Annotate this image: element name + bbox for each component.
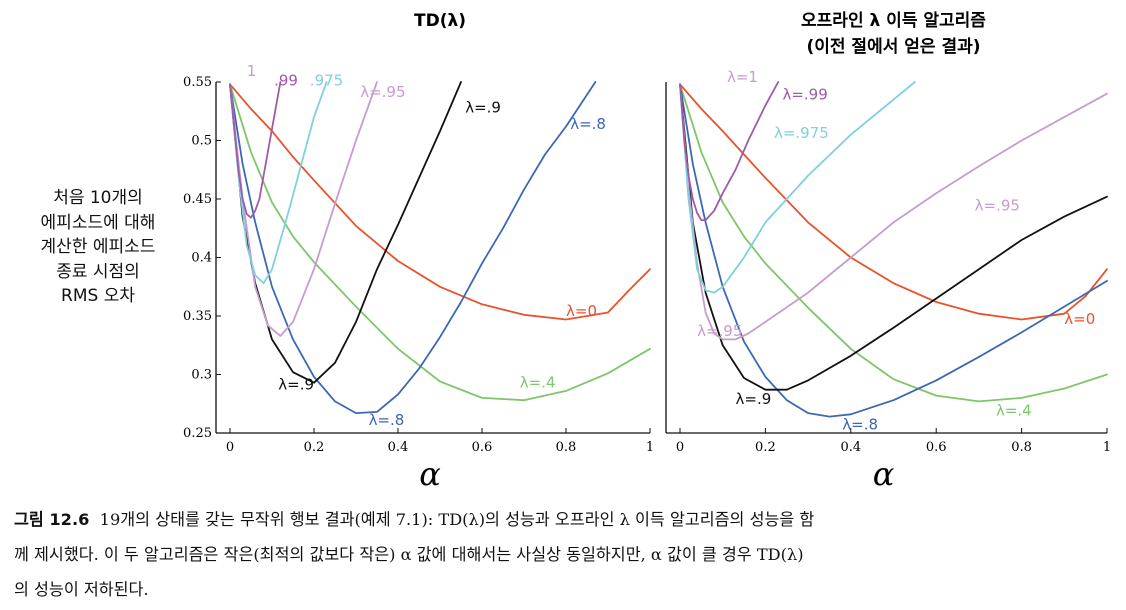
- series-line: [679, 83, 1108, 321]
- x-tick-label: 0.8: [1011, 440, 1032, 455]
- series-label: .975: [310, 72, 343, 90]
- series-label: λ=.975: [774, 124, 829, 142]
- series-label: λ=.9: [278, 376, 314, 394]
- figure-number: 그림 12.6: [14, 510, 90, 529]
- series-label: λ=.9: [736, 390, 772, 408]
- x-tick-label: 0.8: [556, 440, 577, 455]
- y-tick-label: 0.5: [191, 134, 212, 149]
- series-line: [229, 83, 651, 402]
- panel-offline-lambda-return: 0 0.2 0.4 0.6 0.8 1 α 오프라인 λ 이득 알고리즘 (이전 절에서 얻은 …: [665, 11, 1111, 493]
- y-tick-label: 0.35: [183, 309, 212, 324]
- series-label: λ=1: [727, 68, 758, 86]
- x-tick-label: 0.4: [388, 440, 409, 455]
- x-axis-label: α: [419, 455, 441, 493]
- chart-title: 오프라인 λ 이득 알고리즘: [801, 11, 986, 31]
- caption-line-3: 의 성능이 저하된다.: [14, 580, 149, 599]
- y-axis-label-line: 처음 10개의: [53, 188, 143, 208]
- x-tick-label: 0.6: [926, 440, 947, 455]
- series-label: λ=.8: [570, 115, 606, 133]
- x-tick-label: 0.2: [755, 440, 776, 455]
- series-line: [229, 81, 378, 337]
- series-line: [679, 83, 1108, 403]
- caption-line-2: 께 제시했다. 이 두 알고리즘은 작은(최적의 값보다 작은) α 값에 대해…: [14, 545, 804, 564]
- series-label: λ=.4: [520, 373, 556, 391]
- series-label: λ=.8: [842, 415, 878, 433]
- caption-line-1: 그림 12.6 19개의 상태를 갖는 무작위 행보 결과(예제 7.1): T…: [14, 502, 1114, 537]
- x-axis-label: α: [873, 455, 895, 493]
- series-lines: [679, 81, 1108, 418]
- y-tick-label: 0.45: [183, 192, 212, 207]
- series-line: [679, 83, 1108, 341]
- series-label: λ=.4: [996, 401, 1032, 419]
- y-axis-label-line: 계산한 에피소드: [40, 237, 156, 257]
- series-line: [229, 81, 328, 285]
- series-line: [229, 81, 282, 219]
- series-line: [679, 83, 1108, 418]
- series-line: [229, 81, 597, 414]
- series-label: λ=.9: [465, 98, 501, 116]
- chart-title: TD(λ): [414, 11, 466, 31]
- x-tick-label: 0.4: [840, 440, 861, 455]
- y-tick-label: 0.3: [191, 368, 212, 383]
- y-axis-label: 처음 10개의 에피소드에 대해 계산한 에피소드 종료 시점의 RMS 오차: [0, 186, 196, 309]
- y-axis-label-line: 종료 시점의: [56, 261, 140, 282]
- series-line: [679, 81, 780, 221]
- series-line: [679, 81, 916, 294]
- y-tick-label: 0.55: [183, 75, 212, 90]
- series-label: λ=.99: [782, 86, 827, 104]
- panel-td-lambda: 0.25 0.3 0.35 0.4 0.45 0.5 0.55 0 0.2 0.4 0.6 0.8 1 α…: [183, 11, 654, 493]
- x-tick-label: 0.6: [472, 440, 493, 455]
- series-label: λ=.95: [975, 197, 1020, 215]
- figure-caption: 그림 12.6 19개의 상태를 갖는 무작위 행보 결과(예제 7.1): T…: [14, 502, 1114, 607]
- series-label: λ=0: [566, 302, 597, 320]
- series-label: λ=.95: [697, 322, 742, 340]
- series-line: [229, 83, 651, 321]
- series-label: λ=.95: [360, 83, 405, 101]
- y-tick-label: 0.4: [191, 251, 212, 266]
- y-axis-label-line: RMS 오차: [61, 286, 135, 306]
- x-tick-label: 1: [1103, 440, 1111, 455]
- x-tick-label: 0: [226, 440, 234, 455]
- series-label: λ=.8: [369, 411, 405, 429]
- series-line: [229, 81, 462, 384]
- x-tick-label: 1: [646, 440, 654, 455]
- series-lines: [229, 81, 651, 414]
- x-tick-label: 0: [676, 440, 684, 455]
- series-label: λ=0: [1064, 310, 1095, 328]
- figure-svg: 0.25 0.3 0.35 0.4 0.45 0.5 0.55 0 0.2 0.4 0.6 0.8 1 α…: [183, 11, 1111, 493]
- y-axis-label-line: 에피소드에 대해: [40, 212, 156, 233]
- chart-subtitle: (이전 절에서 얻은 결과): [806, 36, 980, 57]
- caption-text: 19개의 상태를 갖는 무작위 행보 결과(예제 7.1): TD(λ)의 성능…: [99, 510, 815, 529]
- y-tick-label: 0.25: [183, 426, 212, 441]
- series-line: [679, 83, 1108, 391]
- x-tick-label: 0.2: [304, 440, 325, 455]
- series-label: .99: [274, 72, 298, 90]
- series-label: 1: [247, 62, 257, 80]
